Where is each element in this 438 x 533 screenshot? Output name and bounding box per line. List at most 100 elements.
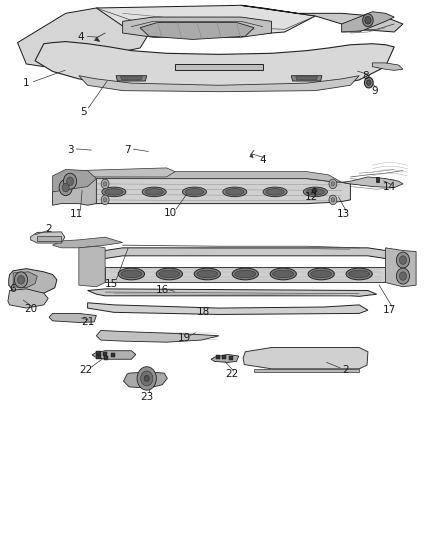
Circle shape: [141, 371, 153, 386]
Circle shape: [364, 77, 373, 88]
Polygon shape: [53, 169, 96, 192]
Polygon shape: [116, 76, 147, 81]
Text: 3: 3: [67, 146, 74, 155]
Ellipse shape: [118, 268, 145, 280]
Ellipse shape: [185, 189, 204, 195]
Polygon shape: [96, 248, 403, 261]
Text: 17: 17: [383, 305, 396, 315]
Text: 20: 20: [24, 304, 37, 314]
Text: 11: 11: [70, 209, 83, 219]
Text: 10: 10: [164, 208, 177, 218]
Ellipse shape: [142, 187, 166, 197]
Polygon shape: [376, 177, 379, 182]
Polygon shape: [88, 289, 377, 296]
Polygon shape: [140, 22, 254, 39]
Ellipse shape: [183, 187, 207, 197]
Polygon shape: [254, 369, 359, 372]
Ellipse shape: [308, 268, 334, 280]
Text: 22: 22: [79, 366, 92, 375]
Text: 19: 19: [177, 334, 191, 343]
Polygon shape: [79, 246, 105, 287]
Ellipse shape: [303, 187, 328, 197]
Text: 13: 13: [337, 209, 350, 219]
Polygon shape: [229, 356, 233, 360]
Ellipse shape: [311, 270, 332, 278]
Polygon shape: [96, 330, 219, 342]
Polygon shape: [88, 303, 368, 314]
Polygon shape: [385, 248, 416, 287]
Polygon shape: [13, 272, 37, 288]
Text: 5: 5: [80, 107, 87, 117]
Polygon shape: [241, 5, 403, 32]
Text: 7: 7: [124, 146, 131, 155]
Polygon shape: [175, 64, 263, 70]
Ellipse shape: [349, 270, 370, 278]
Polygon shape: [79, 179, 350, 204]
Polygon shape: [53, 177, 96, 205]
Polygon shape: [49, 313, 96, 322]
Polygon shape: [92, 351, 136, 359]
Text: 6: 6: [9, 284, 16, 294]
Polygon shape: [96, 351, 101, 355]
Polygon shape: [250, 154, 253, 158]
Polygon shape: [70, 168, 175, 177]
Polygon shape: [296, 77, 318, 80]
Text: 21: 21: [81, 318, 94, 327]
Text: 4: 4: [259, 155, 266, 165]
Polygon shape: [9, 269, 57, 294]
Circle shape: [103, 182, 107, 186]
Circle shape: [59, 180, 72, 196]
Circle shape: [396, 268, 410, 284]
Ellipse shape: [226, 189, 244, 195]
Polygon shape: [35, 42, 394, 88]
Ellipse shape: [263, 187, 287, 197]
Circle shape: [101, 179, 109, 189]
Text: 2: 2: [45, 224, 52, 234]
Ellipse shape: [197, 270, 218, 278]
Ellipse shape: [159, 270, 180, 278]
Polygon shape: [211, 354, 239, 362]
Circle shape: [365, 17, 371, 24]
Text: 8: 8: [362, 71, 369, 80]
Polygon shape: [8, 289, 48, 308]
Polygon shape: [88, 172, 342, 182]
Ellipse shape: [270, 268, 297, 280]
Polygon shape: [79, 76, 359, 92]
Text: 2: 2: [343, 366, 350, 375]
Circle shape: [103, 198, 107, 202]
Polygon shape: [103, 352, 107, 356]
Circle shape: [367, 80, 371, 85]
Text: 1: 1: [23, 78, 30, 87]
Ellipse shape: [235, 270, 256, 278]
Polygon shape: [123, 17, 272, 37]
Polygon shape: [243, 348, 368, 369]
Polygon shape: [111, 353, 115, 357]
Polygon shape: [120, 77, 142, 80]
Ellipse shape: [223, 187, 247, 197]
Ellipse shape: [306, 189, 325, 195]
Polygon shape: [372, 63, 403, 70]
Ellipse shape: [145, 189, 163, 195]
Polygon shape: [124, 372, 167, 388]
Circle shape: [399, 256, 406, 264]
Polygon shape: [216, 355, 220, 359]
Polygon shape: [342, 12, 394, 32]
Circle shape: [396, 252, 410, 268]
Circle shape: [137, 367, 156, 390]
Circle shape: [329, 179, 337, 189]
Polygon shape: [291, 76, 322, 81]
Text: 16: 16: [155, 286, 169, 295]
Circle shape: [399, 272, 406, 280]
Polygon shape: [222, 355, 226, 359]
Ellipse shape: [156, 268, 183, 280]
Polygon shape: [53, 237, 123, 248]
Ellipse shape: [102, 187, 126, 197]
Text: 15: 15: [105, 279, 118, 288]
Polygon shape: [18, 8, 153, 67]
Text: 4: 4: [78, 33, 85, 42]
Text: 12: 12: [304, 192, 318, 202]
Circle shape: [18, 276, 25, 284]
Ellipse shape: [346, 268, 372, 280]
Polygon shape: [342, 177, 403, 188]
Text: 23: 23: [140, 392, 153, 402]
